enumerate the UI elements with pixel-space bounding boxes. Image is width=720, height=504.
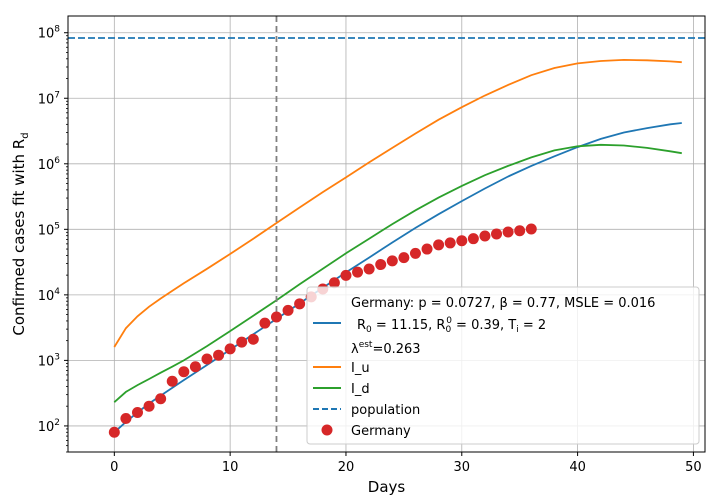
germany-data-point [108,426,120,438]
germany-data-point [213,349,225,361]
legend: Germany: p = 0.0727, β = 0.77, MSLE = 0.… [306,286,700,445]
legend-germany-swatch [321,424,333,436]
germany-data-point [467,233,479,245]
series-line-i-u [113,58,682,348]
plot-lines [68,16,705,452]
y-axis-label: Confirmed cases fit with Rd [10,132,31,335]
germany-data-point [236,336,248,348]
germany-data-point [247,333,259,345]
legend-fit-line1: Germany: p = 0.0727, β = 0.77, MSLE = 0.… [351,296,655,311]
germany-data-point [386,255,398,267]
germany-data-point [456,235,468,247]
germany-data-point [340,269,352,281]
germany-data-point [525,223,537,235]
legend-box [306,286,700,445]
x-tick-label: 50 [685,460,702,475]
germany-data-point [282,304,294,316]
y-tick-label: 102 [38,418,60,435]
x-tick-label: 40 [569,460,586,475]
series-line-i-d [113,143,682,403]
x-tick-label: 30 [454,460,471,475]
x-tick-label: 10 [222,460,239,475]
legend-id-label: I_d [351,382,370,397]
legend-fit-line3: λest=0.263 [351,340,421,357]
germany-data-point [375,259,387,271]
germany-data-point [270,311,282,323]
germany-data-point [155,393,167,405]
germany-data-point [224,343,236,355]
y-tick-label: 106 [38,156,61,173]
germany-data-point [502,226,514,238]
germany-data-point [409,247,421,259]
x-axis-label: Days [368,478,406,496]
y-tick-label: 103 [38,352,60,369]
plot-frame [67,15,706,453]
germany-data-point [166,375,178,387]
legend-population-label: population [351,403,420,418]
legend-germany-label: Germany [351,424,411,439]
germany-data-point [444,237,456,249]
legend-iu-label: I_u [351,361,370,376]
germany-data-point [514,225,526,237]
y-tick-label: 108 [38,25,61,42]
germany-data-point [131,407,143,419]
x-tick-label: 20 [338,460,355,475]
germany-data-point [143,400,155,412]
legend-fit-line2: R0 = 11.15, R00 = 0.39, Ti = 2 [357,316,546,335]
series-line-fit [113,122,682,433]
y-axis-ticks: 102 103 104 105 106 107 108 [38,25,68,453]
germany-data-point [352,266,364,278]
germany-data-point [259,317,271,329]
x-tick-label: 0 [110,460,118,475]
germany-data-point [363,263,375,275]
germany-data-point [328,277,340,289]
germany-data-point [491,228,503,240]
germany-data-point [421,243,433,255]
x-axis-ticks: 0 10 20 30 40 50 [110,452,702,475]
germany-data-point [178,366,190,378]
germany-data-point [120,412,132,424]
germany-data-point [398,252,410,264]
germany-data-point [479,230,491,242]
germany-data-point [433,239,445,251]
y-tick-label: 107 [38,90,60,107]
y-tick-label: 105 [38,221,60,238]
germany-data-point [294,298,306,310]
germany-data-point [189,361,201,373]
germany-data-point [201,353,213,365]
y-tick-label: 104 [38,287,61,304]
